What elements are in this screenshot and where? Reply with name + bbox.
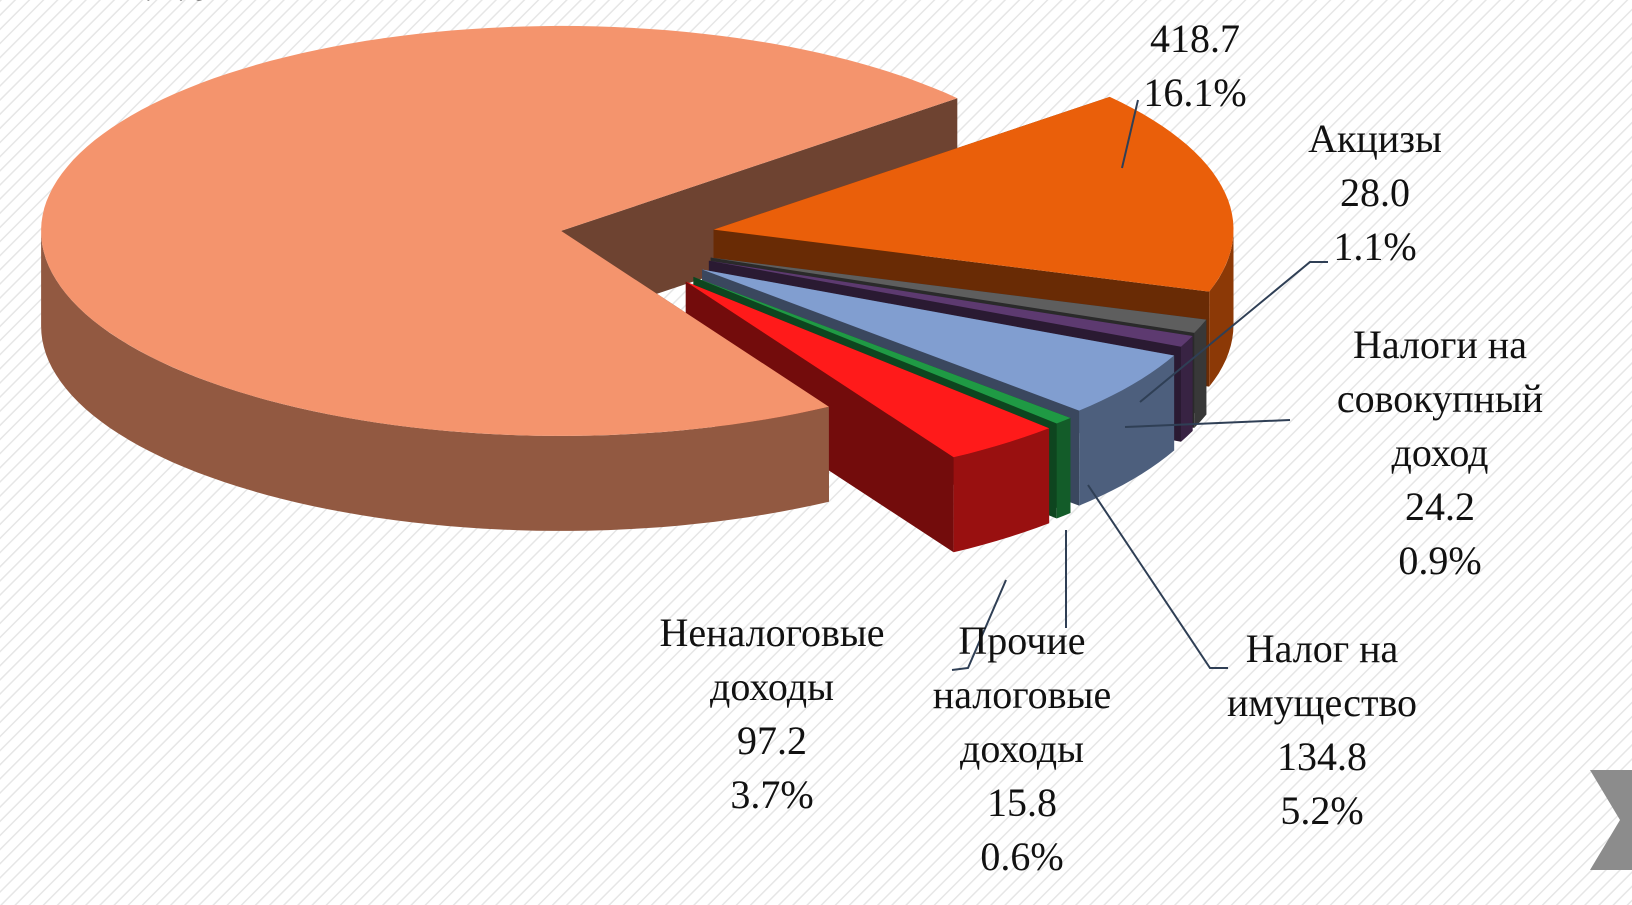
leader-line [1121, 99, 1139, 169]
slice [713, 96, 1234, 292]
percent-label: 5.2% [1280, 788, 1364, 833]
data-label: 72.4% [55, 0, 255, 14]
leader-line [1139, 261, 1328, 403]
slice-wall [1194, 319, 1207, 428]
category-label: Налог на имущество [1226, 626, 1418, 725]
percent-label: 72.4% [55, 0, 255, 14]
slice-side [561, 98, 958, 326]
leader-line [1087, 484, 1228, 669]
amount-label: 24.2 [1405, 484, 1475, 529]
slice-wall [1209, 229, 1234, 387]
amount-label: 134.8 [1277, 734, 1367, 779]
amount-label: 97.2 [737, 718, 807, 763]
slice [708, 260, 1193, 347]
slice [693, 276, 1071, 424]
percent-label: 0.6% [980, 834, 1064, 879]
data-label: Налоги на совокупный доход 24.2 0.9% [1315, 318, 1565, 588]
slice [702, 269, 1175, 411]
percent-label: 0.9% [1398, 538, 1482, 583]
data-label: 418.7 16.1% [1095, 12, 1295, 120]
nav-chevron[interactable] [1590, 770, 1632, 870]
percent-label: 3.7% [730, 772, 814, 817]
category-label: Прочие налоговые доходы [932, 618, 1112, 771]
slice [41, 25, 958, 436]
amount-label: 28.0 [1340, 170, 1410, 215]
category-label: Налоги на совокупный доход [1336, 322, 1544, 475]
amount-label: 418.7 [1150, 16, 1240, 61]
slice-wall [1056, 418, 1071, 519]
data-label: Налог на имущество 134.8 5.2% [1197, 622, 1447, 838]
data-label: Прочие налоговые доходы 15.8 0.6% [910, 614, 1135, 884]
category-label: Акцизы [1308, 116, 1442, 161]
leader-line [1124, 419, 1291, 428]
percent-label: 1.1% [1333, 224, 1417, 269]
slice-wall [41, 230, 829, 531]
slice [710, 257, 1207, 333]
category-label: Неналоговые доходы [659, 610, 885, 709]
leader-lines [951, 99, 1328, 671]
percent-label: 16.1% [1143, 70, 1247, 115]
data-label: Неналоговые доходы 97.2 3.7% [635, 606, 910, 822]
leader-line [951, 579, 1007, 671]
slice-wall [953, 428, 1050, 553]
slice [685, 281, 1050, 458]
amount-label: 15.8 [987, 780, 1057, 825]
data-label: Акцизы 28.0 1.1% [1275, 112, 1475, 274]
slice-wall [1181, 336, 1193, 442]
